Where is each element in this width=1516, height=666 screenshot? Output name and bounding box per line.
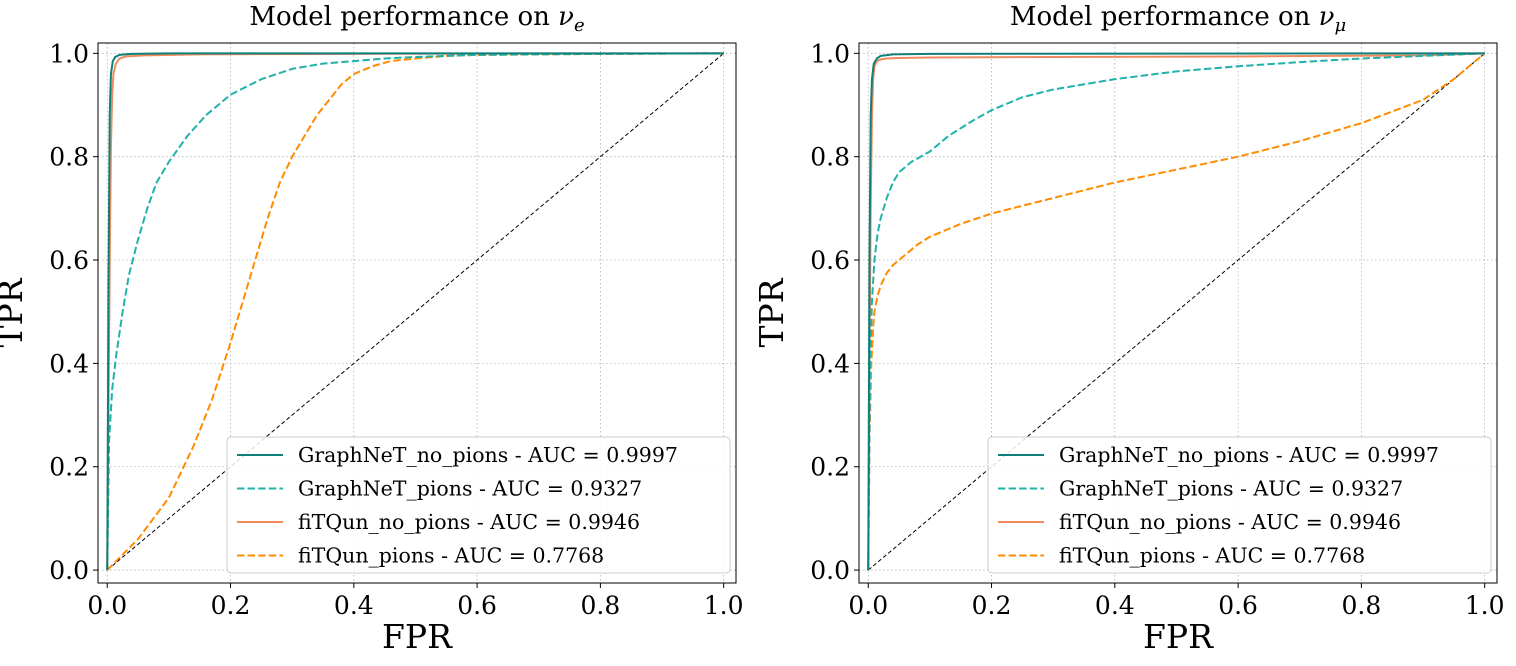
y-tick-label: 1.0 <box>49 39 89 68</box>
y-tick-label: 0.0 <box>49 556 89 585</box>
chart-title-subscript: μ <box>1334 15 1346 36</box>
series-line-1 <box>867 52 1485 571</box>
chart-title-symbol: ν <box>1319 2 1335 32</box>
legend-entry-2: GraphNeT_pions - AUC = 0.9327 <box>1059 477 1403 501</box>
x-tick-label: 1.0 <box>1465 591 1505 620</box>
x-tick-label: 0.0 <box>848 591 888 620</box>
diagonal-reference-line <box>106 52 724 571</box>
diagonal-reference-line <box>867 52 1485 571</box>
y-tick-label: 0.4 <box>810 349 850 378</box>
x-tick-label: 0.6 <box>457 591 497 620</box>
legend: GraphNeT_no_pions - AUC = 0.9997 GraphNeT… <box>987 436 1492 574</box>
chart-title-text: Model performance on <box>249 2 558 32</box>
y-tick-label: 0.2 <box>810 453 850 482</box>
x-tick-label: 0.2 <box>972 591 1012 620</box>
chart-title: Model performance on νμ <box>1010 2 1346 36</box>
y-tick-label: 0.8 <box>49 143 89 172</box>
chart-panel-1: 0.0 0.2 0.4 0.6 0.8 1.0 0.0 0.2 0.4 0.6 0.8 1.0 FPR T… <box>0 2 744 656</box>
chart-title-symbol: ν <box>558 2 574 32</box>
x-tick-label: 0.2 <box>211 591 251 620</box>
axes-frame <box>97 42 737 584</box>
y-tick-label: 0.6 <box>810 246 850 275</box>
x-tick-label: 0.6 <box>1218 591 1258 620</box>
y-tick-label: 0.4 <box>49 349 89 378</box>
chart-title-text: Model performance on <box>1010 2 1319 32</box>
x-tick-label: 0.4 <box>334 591 374 620</box>
series-line-2 <box>867 52 1485 571</box>
y-axis-label: TPR <box>0 277 30 347</box>
legend-entry-3: fiTQun_no_pions - AUC = 0.9946 <box>298 510 640 534</box>
y-tick-label: 0.0 <box>810 556 850 585</box>
legend: GraphNeT_no_pions - AUC = 0.9997 GraphNeT… <box>226 436 731 574</box>
legend-entry-4: fiTQun_pions - AUC = 0.7768 <box>1059 544 1365 568</box>
series-line-3 <box>106 52 724 571</box>
x-tick-label: 0.0 <box>87 591 127 620</box>
chart-panel-2: 0.0 0.2 0.4 0.6 0.8 1.0 0.0 0.2 0.4 0.6 0.8 1.0 FPR T… <box>752 2 1505 656</box>
plot-area <box>106 52 724 571</box>
legend-entry-3: fiTQun_no_pions - AUC = 0.9946 <box>1059 510 1401 534</box>
x-tick-label: 0.8 <box>581 591 621 620</box>
x-axis-label: FPR <box>1143 617 1214 656</box>
legend-entry-1: GraphNeT_no_pions - AUC = 0.9997 <box>298 443 678 467</box>
legend-box <box>226 436 731 574</box>
legend-box <box>987 436 1492 574</box>
x-axis-label: FPR <box>382 617 453 656</box>
y-tick-label: 0.2 <box>49 453 89 482</box>
y-tick-label: 1.0 <box>810 39 850 68</box>
y-tick-label: 0.6 <box>49 246 89 275</box>
x-tick-label: 0.8 <box>1342 591 1382 620</box>
plot-area <box>867 52 1486 571</box>
axes-frame <box>858 42 1498 584</box>
series-line-1 <box>106 52 724 571</box>
legend-entry-1: GraphNeT_no_pions - AUC = 0.9997 <box>1059 443 1439 467</box>
chart-title: Model performance on νe <box>249 2 584 36</box>
legend-entry-4: fiTQun_pions - AUC = 0.7768 <box>298 544 604 568</box>
legend-entry-2: GraphNeT_pions - AUC = 0.9327 <box>298 477 642 501</box>
series-line-4 <box>867 52 1486 571</box>
y-axis-label: TPR <box>752 277 791 347</box>
x-tick-label: 1.0 <box>704 591 744 620</box>
chart-title-subscript: e <box>574 15 585 36</box>
y-tick-label: 0.8 <box>810 143 850 172</box>
x-tick-label: 0.4 <box>1095 591 1135 620</box>
series-line-2 <box>106 52 724 571</box>
